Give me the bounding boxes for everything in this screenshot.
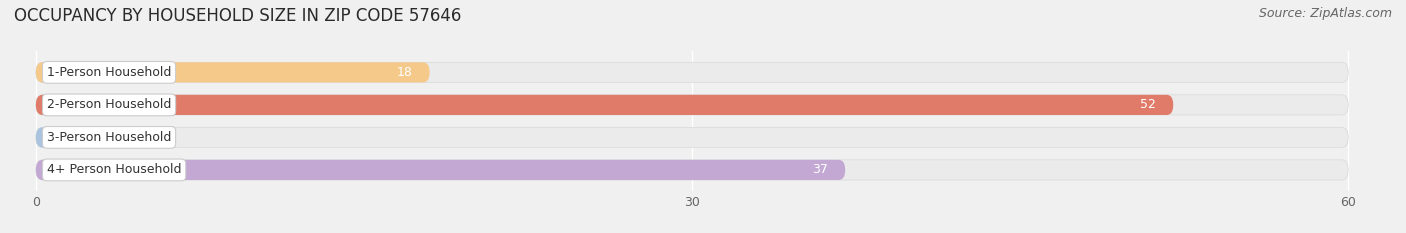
Text: OCCUPANCY BY HOUSEHOLD SIZE IN ZIP CODE 57646: OCCUPANCY BY HOUSEHOLD SIZE IN ZIP CODE … [14, 7, 461, 25]
FancyBboxPatch shape [37, 62, 430, 82]
Text: Source: ZipAtlas.com: Source: ZipAtlas.com [1258, 7, 1392, 20]
Text: 37: 37 [811, 163, 828, 176]
FancyBboxPatch shape [37, 95, 1173, 115]
FancyBboxPatch shape [37, 127, 58, 147]
Text: 18: 18 [396, 66, 412, 79]
Text: 52: 52 [1140, 98, 1156, 111]
FancyBboxPatch shape [37, 127, 1348, 147]
FancyBboxPatch shape [37, 160, 1348, 180]
Text: 3-Person Household: 3-Person Household [46, 131, 172, 144]
FancyBboxPatch shape [37, 62, 1348, 82]
Text: 4+ Person Household: 4+ Person Household [46, 163, 181, 176]
FancyBboxPatch shape [37, 160, 845, 180]
Text: 1: 1 [76, 131, 83, 144]
FancyBboxPatch shape [37, 95, 1348, 115]
Text: 2-Person Household: 2-Person Household [46, 98, 172, 111]
Text: 1-Person Household: 1-Person Household [46, 66, 172, 79]
